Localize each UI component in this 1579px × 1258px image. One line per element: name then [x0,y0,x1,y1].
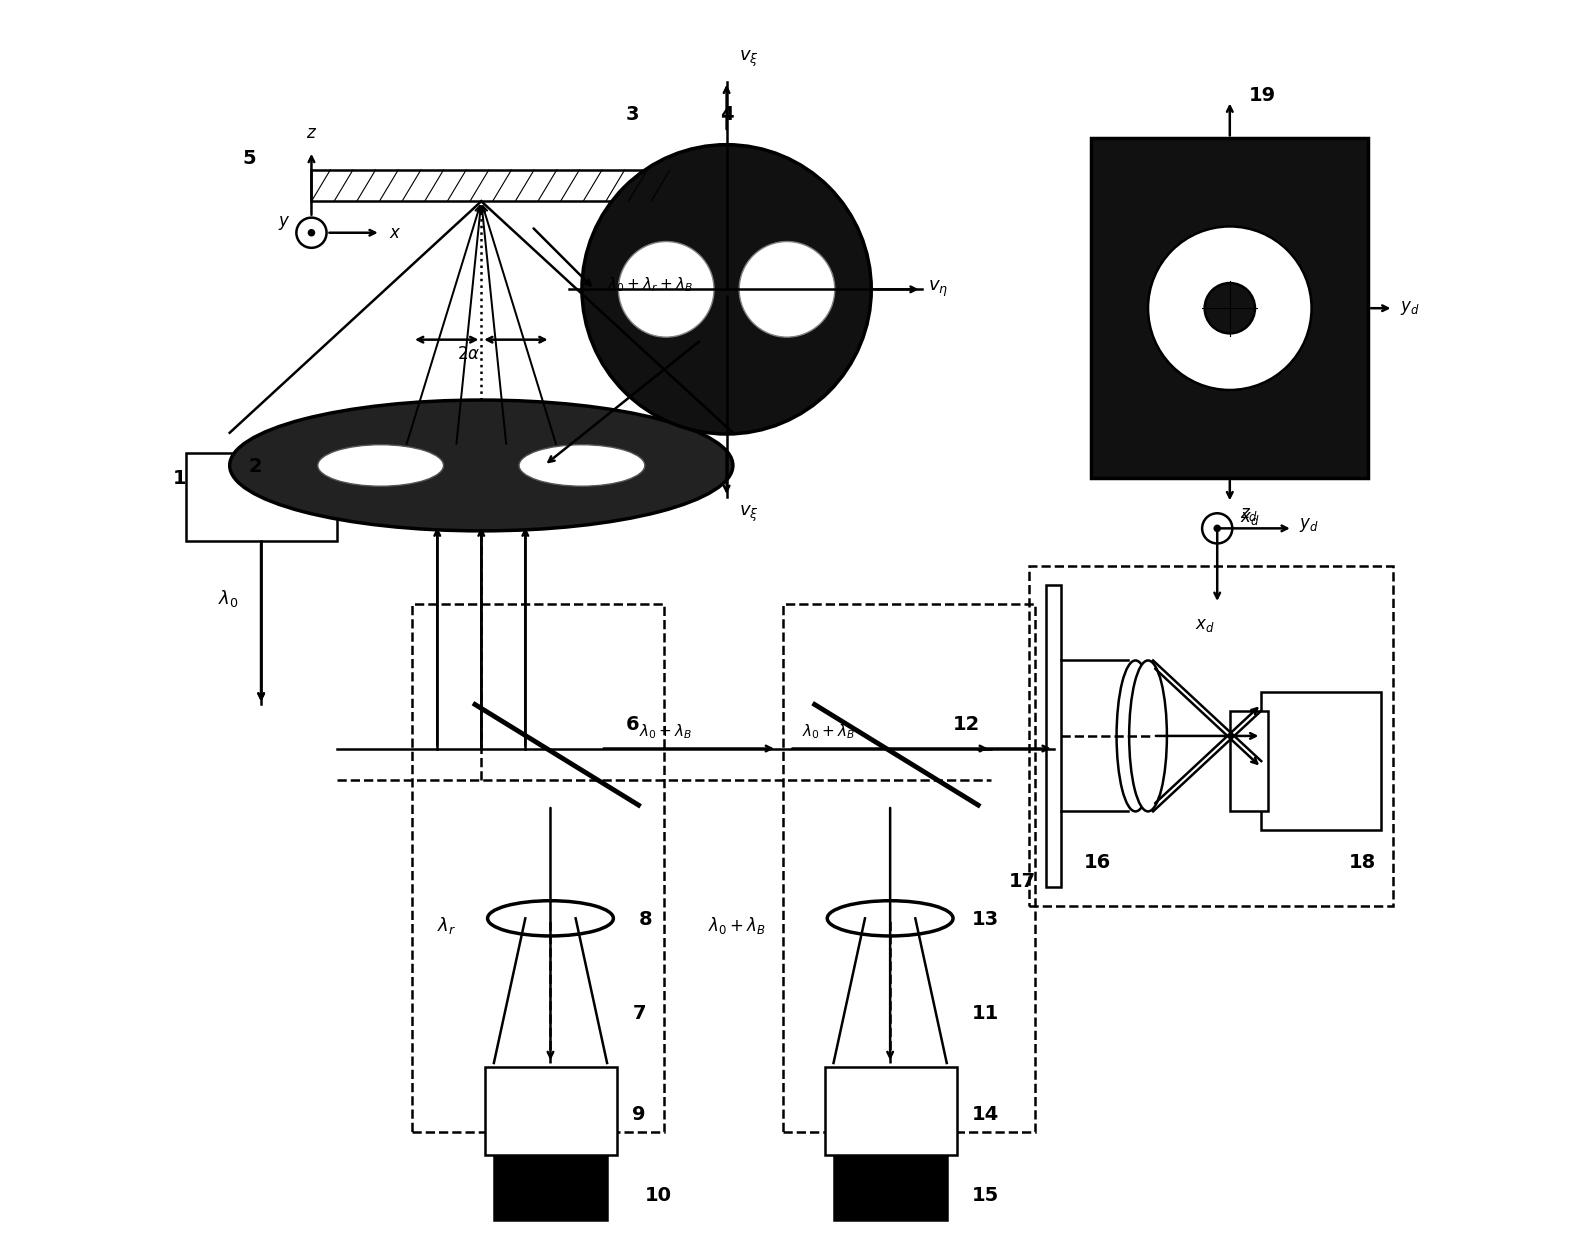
Circle shape [297,218,327,248]
Ellipse shape [519,445,644,486]
Text: $2\alpha$: $2\alpha$ [456,345,480,362]
Circle shape [1148,226,1312,390]
Text: $v_\xi$: $v_\xi$ [739,503,759,523]
Text: $\lambda_0+\lambda_B$: $\lambda_0+\lambda_B$ [802,722,856,741]
Text: 16: 16 [1085,853,1112,872]
Text: $y_d$: $y_d$ [1300,516,1318,535]
Circle shape [619,242,714,337]
Bar [412,604,663,1132]
Text: $z$: $z$ [306,125,317,142]
Text: 14: 14 [973,1105,1000,1123]
Text: 7: 7 [632,1004,646,1023]
Bar [1230,711,1268,811]
Circle shape [739,242,835,337]
Text: $\lambda_0+\lambda_B$: $\lambda_0+\lambda_B$ [638,722,692,741]
Ellipse shape [827,901,954,936]
Text: 3: 3 [625,104,639,123]
Circle shape [1205,283,1255,333]
Ellipse shape [229,400,733,531]
Text: 17: 17 [1009,872,1036,891]
Circle shape [1213,525,1221,532]
Bar [1091,138,1367,478]
Bar [485,1067,617,1155]
Circle shape [1202,513,1232,543]
Text: 18: 18 [1350,853,1377,872]
Text: 2: 2 [248,457,262,476]
Text: 11: 11 [973,1004,1000,1023]
Text: $x$: $x$ [390,224,403,242]
Text: $v_\xi$: $v_\xi$ [739,49,759,69]
Text: $\lambda_0$: $\lambda_0$ [218,587,238,609]
Text: 5: 5 [242,148,256,167]
Bar [311,170,663,201]
Text: $v_\eta$: $v_\eta$ [928,279,947,299]
Ellipse shape [317,445,444,486]
Bar [1262,692,1380,830]
Text: $y$: $y$ [278,214,291,233]
Text: $\lambda_0+\lambda_r+\lambda_B$: $\lambda_0+\lambda_r+\lambda_B$ [606,276,693,294]
Text: 15: 15 [973,1186,1000,1205]
Text: 1: 1 [174,468,186,488]
Text: 12: 12 [954,715,981,733]
Bar [834,1151,947,1220]
Bar [1047,585,1061,887]
Bar [783,604,1034,1132]
Text: 8: 8 [638,910,652,928]
Ellipse shape [488,901,613,936]
Text: $x_d$: $x_d$ [1195,616,1214,634]
Circle shape [308,229,316,237]
Ellipse shape [1129,660,1167,811]
Text: 6: 6 [625,715,639,733]
Bar [494,1151,606,1220]
Text: 19: 19 [1249,86,1276,104]
Text: $\lambda_0+\lambda_B$: $\lambda_0+\lambda_B$ [707,915,766,936]
Circle shape [583,145,872,434]
Bar [186,453,336,541]
Text: $y_d$: $y_d$ [1399,299,1420,317]
Text: 13: 13 [973,910,1000,928]
Text: $\lambda_r$: $\lambda_r$ [437,915,456,936]
Text: 10: 10 [644,1186,671,1205]
Text: $z_d$: $z_d$ [1240,506,1258,523]
Bar [824,1067,957,1155]
Text: 4: 4 [720,104,734,123]
Text: $x_d$: $x_d$ [1240,509,1260,527]
Bar [1028,566,1393,906]
Text: 9: 9 [632,1105,646,1123]
